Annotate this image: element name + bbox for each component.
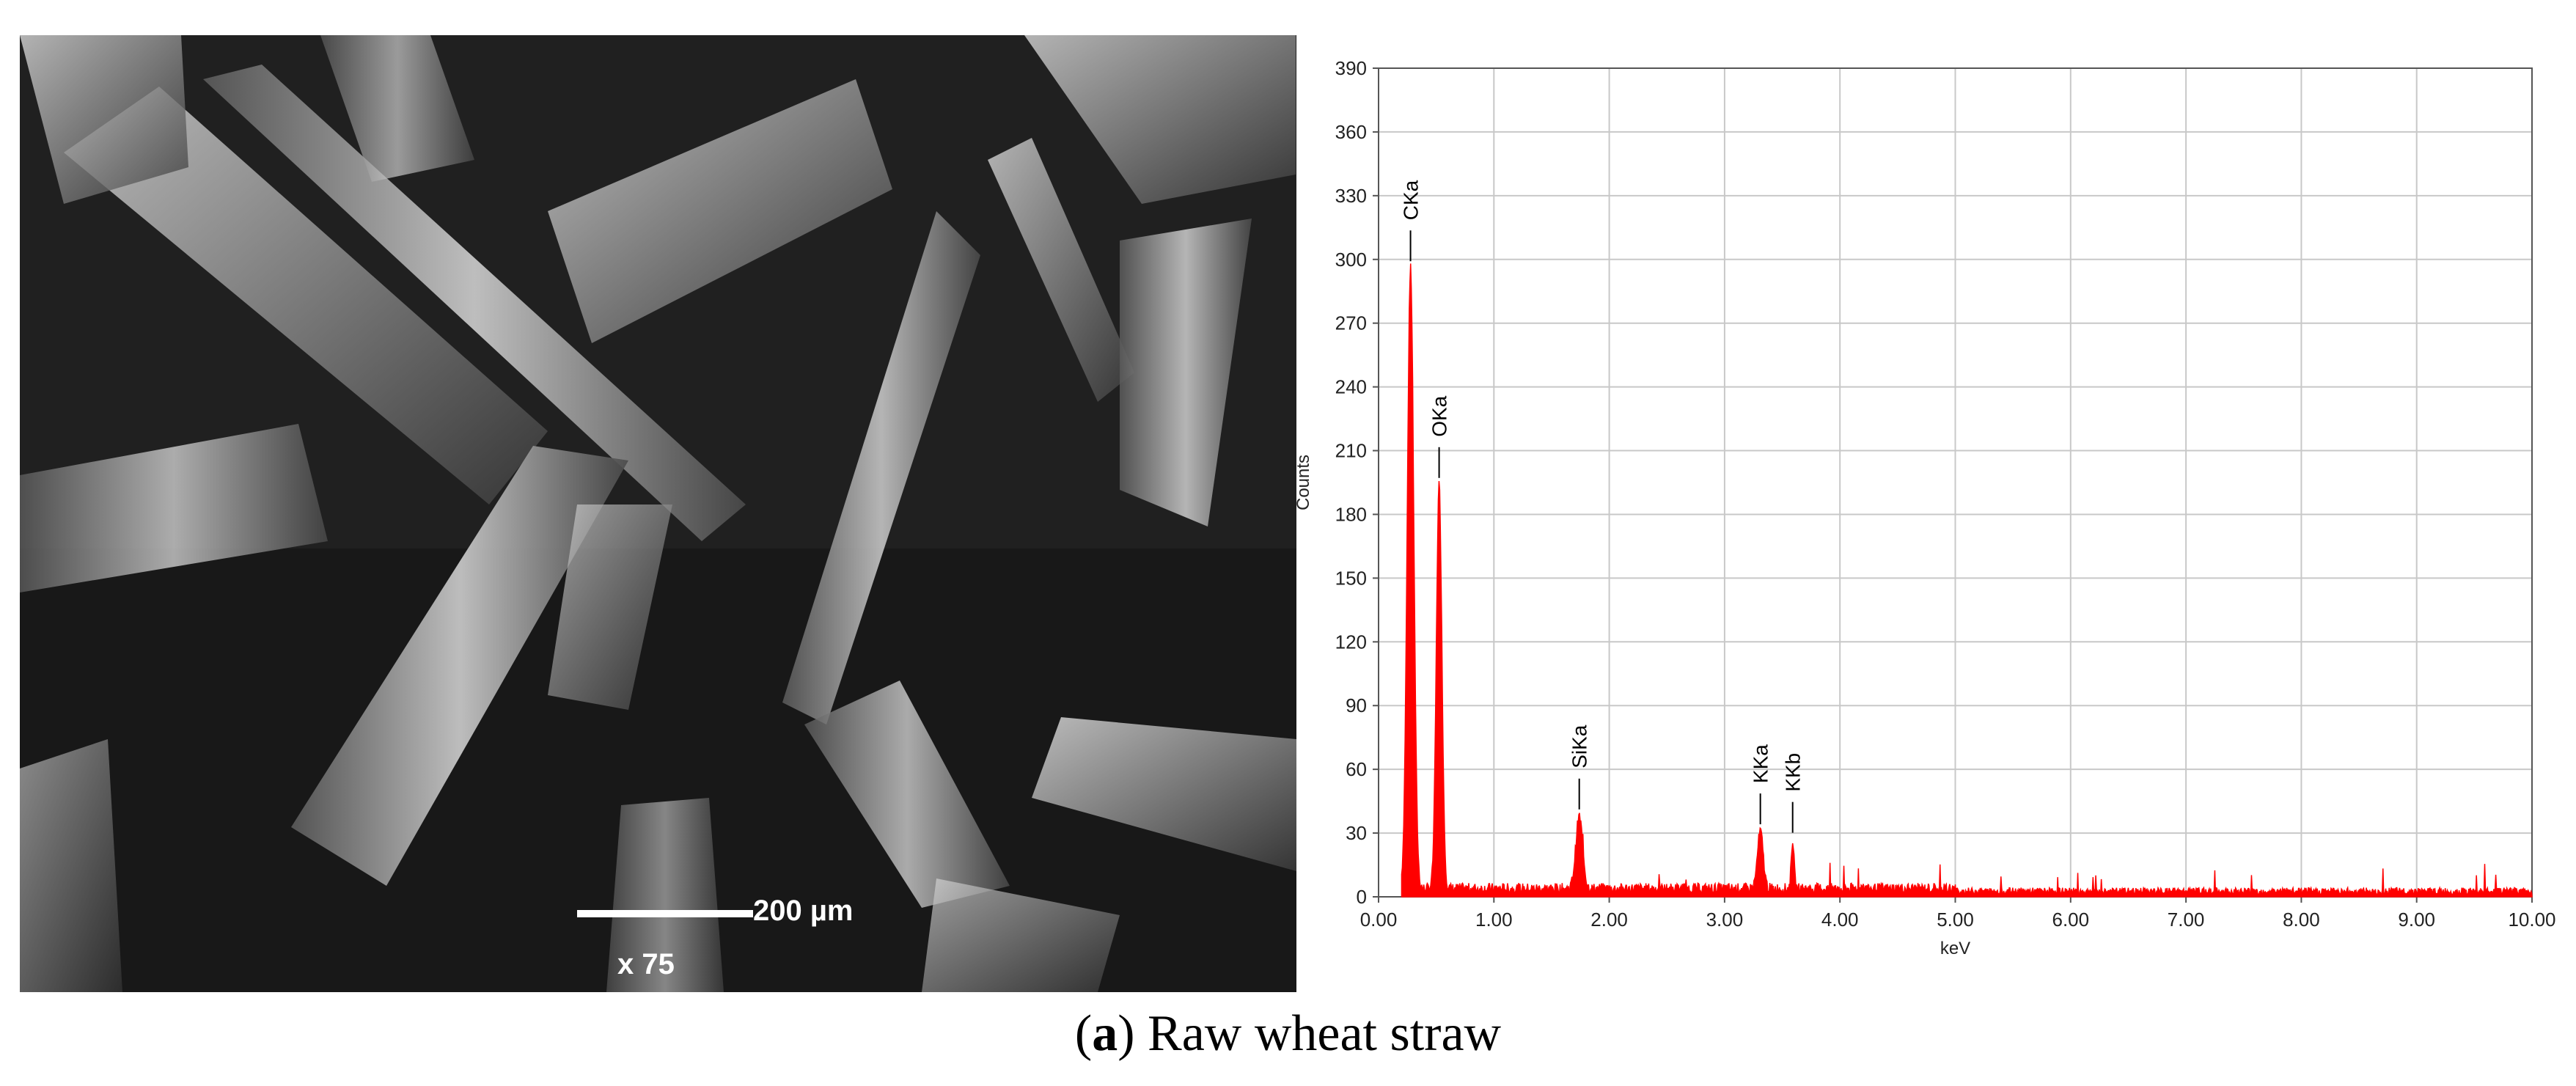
peak-label: CKa bbox=[1400, 180, 1423, 220]
y-tick-label: 0 bbox=[1357, 886, 1367, 908]
y-tick-label: 60 bbox=[1346, 758, 1367, 780]
x-tick-label: 3.00 bbox=[1706, 909, 1744, 931]
sem-texture bbox=[20, 35, 1296, 992]
spectrum-series bbox=[1401, 263, 2533, 898]
eds-chart-svg: 0.00 1.00 2.00 3.00 4.00 5.00 6.00 7.00 8.00 9.00… bbox=[1293, 57, 2556, 958]
y-tick-label: 150 bbox=[1335, 567, 1367, 589]
x-tick-label: 5.00 bbox=[1937, 909, 1974, 931]
x-tick-label: 1.00 bbox=[1475, 909, 1513, 931]
y-tick-label: 210 bbox=[1335, 440, 1367, 462]
eds-spectrum-chart: 0.00 1.00 2.00 3.00 4.00 5.00 6.00 7.00 8.00 9.00… bbox=[1291, 29, 2576, 1012]
figure-caption: (a) Raw wheat straw bbox=[1074, 1005, 1502, 1062]
x-tick-label: 4.00 bbox=[1821, 909, 1859, 931]
caption-text: Raw wheat straw bbox=[1134, 1005, 1502, 1062]
y-axis-label: Counts bbox=[1293, 455, 1313, 510]
x-tick-label: 7.00 bbox=[2168, 909, 2205, 931]
peak-label: OKa bbox=[1428, 395, 1451, 436]
x-tick-label: 8.00 bbox=[2283, 909, 2320, 931]
y-tick-label: 240 bbox=[1335, 376, 1367, 398]
y-tick-label: 330 bbox=[1335, 185, 1367, 207]
x-tick-label: 10.00 bbox=[2508, 909, 2555, 931]
y-tick-label: 390 bbox=[1335, 57, 1367, 79]
y-tick-label: 270 bbox=[1335, 312, 1367, 334]
x-tick-label: 6.00 bbox=[2052, 909, 2089, 931]
y-tick-label: 120 bbox=[1335, 631, 1367, 653]
y-tick-label: 360 bbox=[1335, 121, 1367, 143]
x-tick-label: 0.00 bbox=[1360, 909, 1398, 931]
y-tick-label: 90 bbox=[1346, 694, 1367, 716]
y-tick-label: 300 bbox=[1335, 249, 1367, 271]
peak-label: KKb bbox=[1782, 753, 1805, 792]
x-axis-label: keV bbox=[1940, 939, 1970, 958]
scale-bar-label: 200 µm bbox=[753, 895, 854, 927]
y-tick-label: 30 bbox=[1346, 822, 1367, 844]
caption-label: a bbox=[1092, 1005, 1118, 1062]
peak-label: SiKa bbox=[1568, 724, 1591, 768]
x-tick-label: 9.00 bbox=[2398, 909, 2435, 931]
x-tick-label: 2.00 bbox=[1590, 909, 1628, 931]
scale-bar bbox=[577, 910, 753, 917]
sem-micrograph: 200 µm x 75 bbox=[20, 35, 1296, 992]
peak-label: KKa bbox=[1750, 744, 1772, 783]
y-tick-label: 180 bbox=[1335, 503, 1367, 525]
magnification-label: x 75 bbox=[617, 948, 675, 980]
